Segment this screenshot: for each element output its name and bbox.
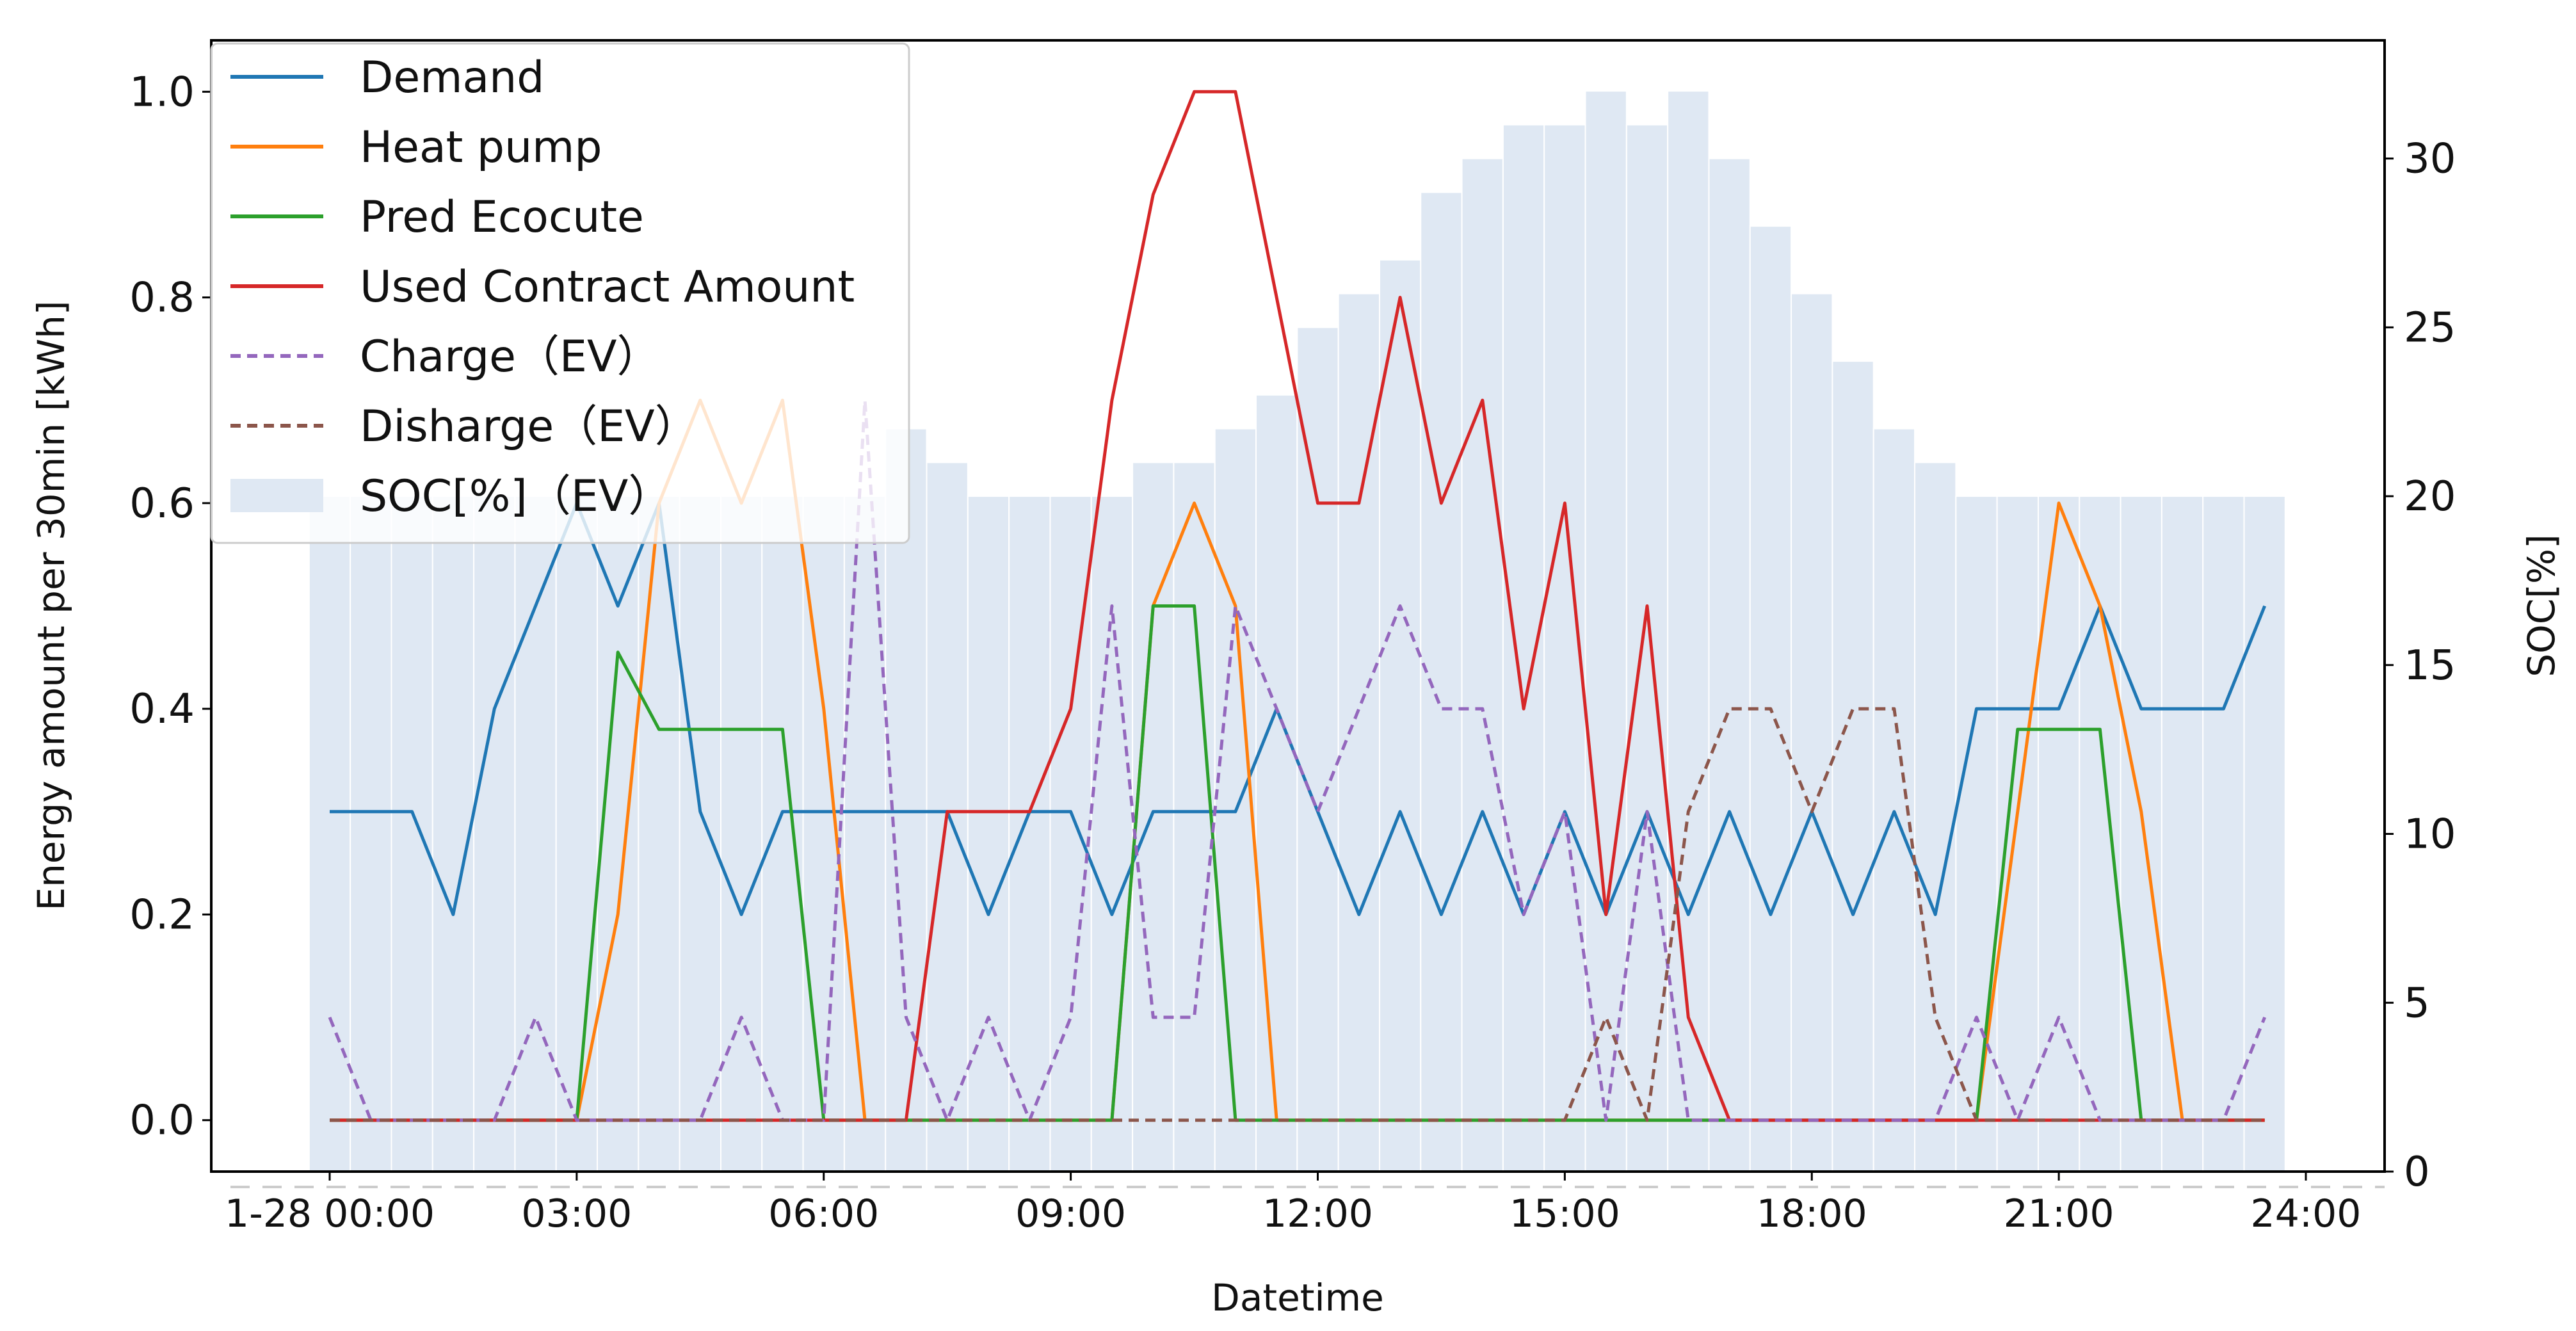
y-tick-label: 1.0 [129,69,195,116]
x-tick-label: 09:00 [1015,1191,1126,1236]
soc-bar [1749,225,1792,1172]
soc-bar [555,496,599,1173]
y-axis-label: Energy amount per 30min [kWh] [29,300,73,910]
soc-bar [1296,327,1339,1173]
right-axis: 0 5 10 15 20 25 30 [2385,136,2456,1196]
soc-bar [1255,394,1298,1172]
x-tick-label: 18:00 [1757,1191,1867,1236]
y-tick-label: 0.2 [129,891,195,939]
soc-bar [2120,496,2162,1173]
legend-box [210,42,910,544]
soc-bar [2243,496,2286,1173]
soc-bar [514,496,557,1173]
y2-tick-label: 5 [2404,980,2430,1027]
y2-tick-label: 25 [2404,304,2456,351]
soc-bar [1831,360,1874,1172]
soc-bar [1996,496,2039,1173]
soc-bar [2037,496,2081,1173]
soc-bar [967,496,1010,1173]
y2-axis-label: SOC[%] [2520,534,2563,677]
legend: Demand Heat pump Pred Ecocute Used Contract… [210,42,910,544]
soc-bar [638,496,680,1173]
y-tick-label: 0.8 [129,275,195,322]
soc-bar [1708,157,1751,1172]
x-tick-label: 03:00 [521,1191,632,1236]
left-axis: 0.0 0.2 0.4 0.6 0.8 1.0 [129,69,211,1145]
soc-bar [1914,462,1957,1172]
soc-bar [390,496,433,1173]
legend-label: Demand [360,52,544,103]
x-axis-label: Datetime [1211,1276,1384,1319]
soc-bar [1173,462,1216,1172]
soc-bar [2202,496,2245,1173]
x-tick-label: 24:00 [2251,1191,2362,1236]
y2-tick-label: 10 [2404,811,2456,859]
x-tick-label: 06:00 [768,1191,879,1236]
y2-tick-label: 15 [2404,642,2456,690]
soc-bar [431,496,475,1173]
soc-bar [1420,191,1463,1173]
legend-label: Charge（EV） [360,332,661,382]
soc-bar [1090,496,1134,1173]
soc-bar [1625,124,1669,1172]
soc-bar [1502,124,1545,1172]
y2-tick-label: 30 [2404,136,2456,183]
y2-tick-label: 0 [2404,1149,2430,1196]
soc-bar [761,496,804,1173]
soc-bar [2161,496,2204,1173]
soc-bar [1791,293,1833,1172]
y-tick-label: 0.4 [129,686,195,733]
legend-label: SOC[%]（EV） [360,471,672,522]
soc-bar [1008,496,1051,1173]
soc-bar [1872,428,1916,1173]
legend-label: Pred Ecocute [360,192,644,243]
x-tick-label: 21:00 [2004,1191,2114,1236]
soc-bar [350,496,392,1173]
x-tick-label: 15:00 [1509,1191,1620,1236]
soc-bar [1132,462,1175,1172]
x-axis: 1-28 00:00 03:00 06:00 09:00 12:00 15:00 18:00… [225,1172,2385,1236]
soc-bar [1955,496,1998,1173]
legend-swatch [230,479,323,512]
y-tick-label: 0.0 [129,1097,195,1145]
soc-bar [720,496,763,1173]
soc-bar [1461,157,1504,1172]
legend-label: Heat pump [360,122,602,173]
plot-frame [210,39,2386,1173]
soc-bar [1214,428,1257,1173]
soc-bar [308,496,351,1173]
y2-tick-label: 20 [2404,473,2456,520]
x-tick-label: 12:00 [1262,1191,1373,1236]
soc-bar [1378,259,1422,1173]
soc-bar [679,496,721,1173]
legend-label: Used Contract Amount [360,262,855,312]
series-line [330,707,2265,1122]
y-tick-label: 0.6 [129,480,195,528]
legend-label: Disharge（EV） [360,401,698,452]
soc-bar [843,496,887,1173]
soc-bar [2079,496,2121,1173]
soc-bar [473,496,516,1173]
x-tick-label: 1-28 00:00 [225,1191,435,1236]
soc-bar [597,496,640,1173]
